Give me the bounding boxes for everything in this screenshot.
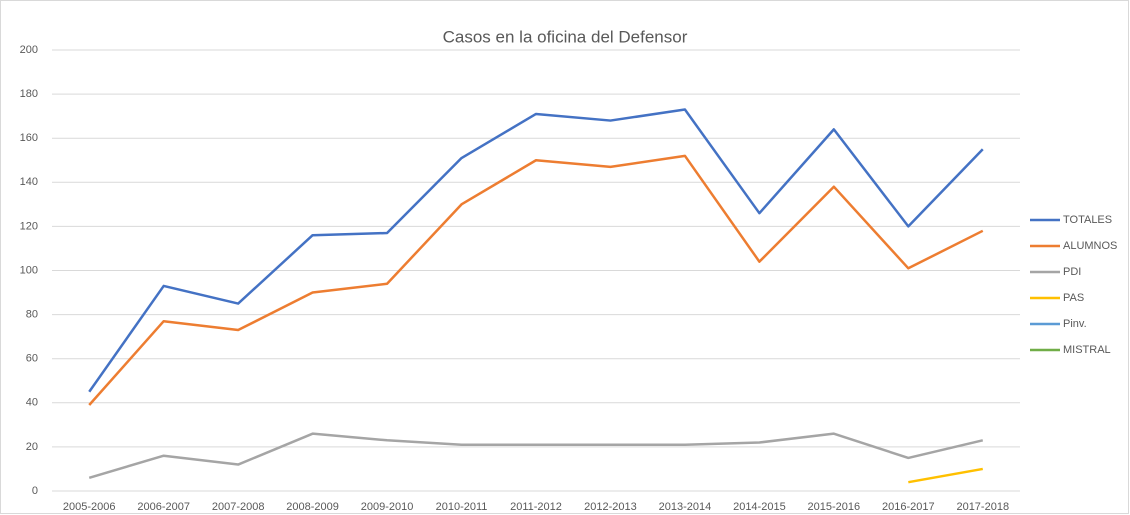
x-tick-label: 2014-2015 (733, 501, 786, 513)
legend-label: PAS (1063, 292, 1084, 304)
x-tick-label: 2010-2011 (436, 501, 488, 513)
legend-label: MISTRAL (1063, 344, 1111, 356)
x-tick-label: 2015-2016 (808, 501, 861, 513)
x-tick-label: 2011-2012 (510, 501, 562, 513)
y-tick-label: 160 (20, 132, 38, 144)
x-tick-label: 2016-2017 (882, 501, 935, 513)
y-tick-label: 60 (26, 353, 38, 365)
legend-label: TOTALES (1063, 214, 1112, 226)
y-tick-label: 200 (20, 44, 38, 56)
series-line (88, 432, 984, 479)
y-tick-label: 20 (26, 441, 38, 453)
legend-label: Pinv. (1063, 318, 1087, 330)
x-tick-label: 2007-2008 (212, 501, 265, 513)
y-tick-label: 140 (20, 176, 38, 188)
series-line (908, 467, 983, 484)
legend-label: ALUMNOS (1063, 240, 1117, 252)
series-line (88, 154, 984, 406)
x-tick-label: 2013-2014 (659, 501, 712, 513)
x-tick-label: 2009-2010 (361, 501, 414, 513)
x-tick-label: 2017-2018 (956, 501, 1009, 513)
series-line (88, 108, 984, 393)
x-tick-label: 2006-2007 (137, 501, 190, 513)
y-tick-label: 100 (20, 264, 38, 276)
y-tick-label: 180 (20, 88, 38, 100)
x-tick-label: 2012-2013 (584, 501, 637, 513)
y-tick-label: 120 (20, 220, 38, 232)
y-tick-label: 0 (32, 485, 38, 497)
x-tick-label: 2008-2009 (286, 501, 339, 513)
x-tick-label: 2005-2006 (63, 501, 116, 513)
y-tick-label: 80 (26, 309, 38, 321)
y-tick-label: 40 (26, 397, 38, 409)
chart-title: Casos en la oficina del Defensor (443, 27, 688, 46)
legend-label: PDI (1063, 266, 1081, 278)
